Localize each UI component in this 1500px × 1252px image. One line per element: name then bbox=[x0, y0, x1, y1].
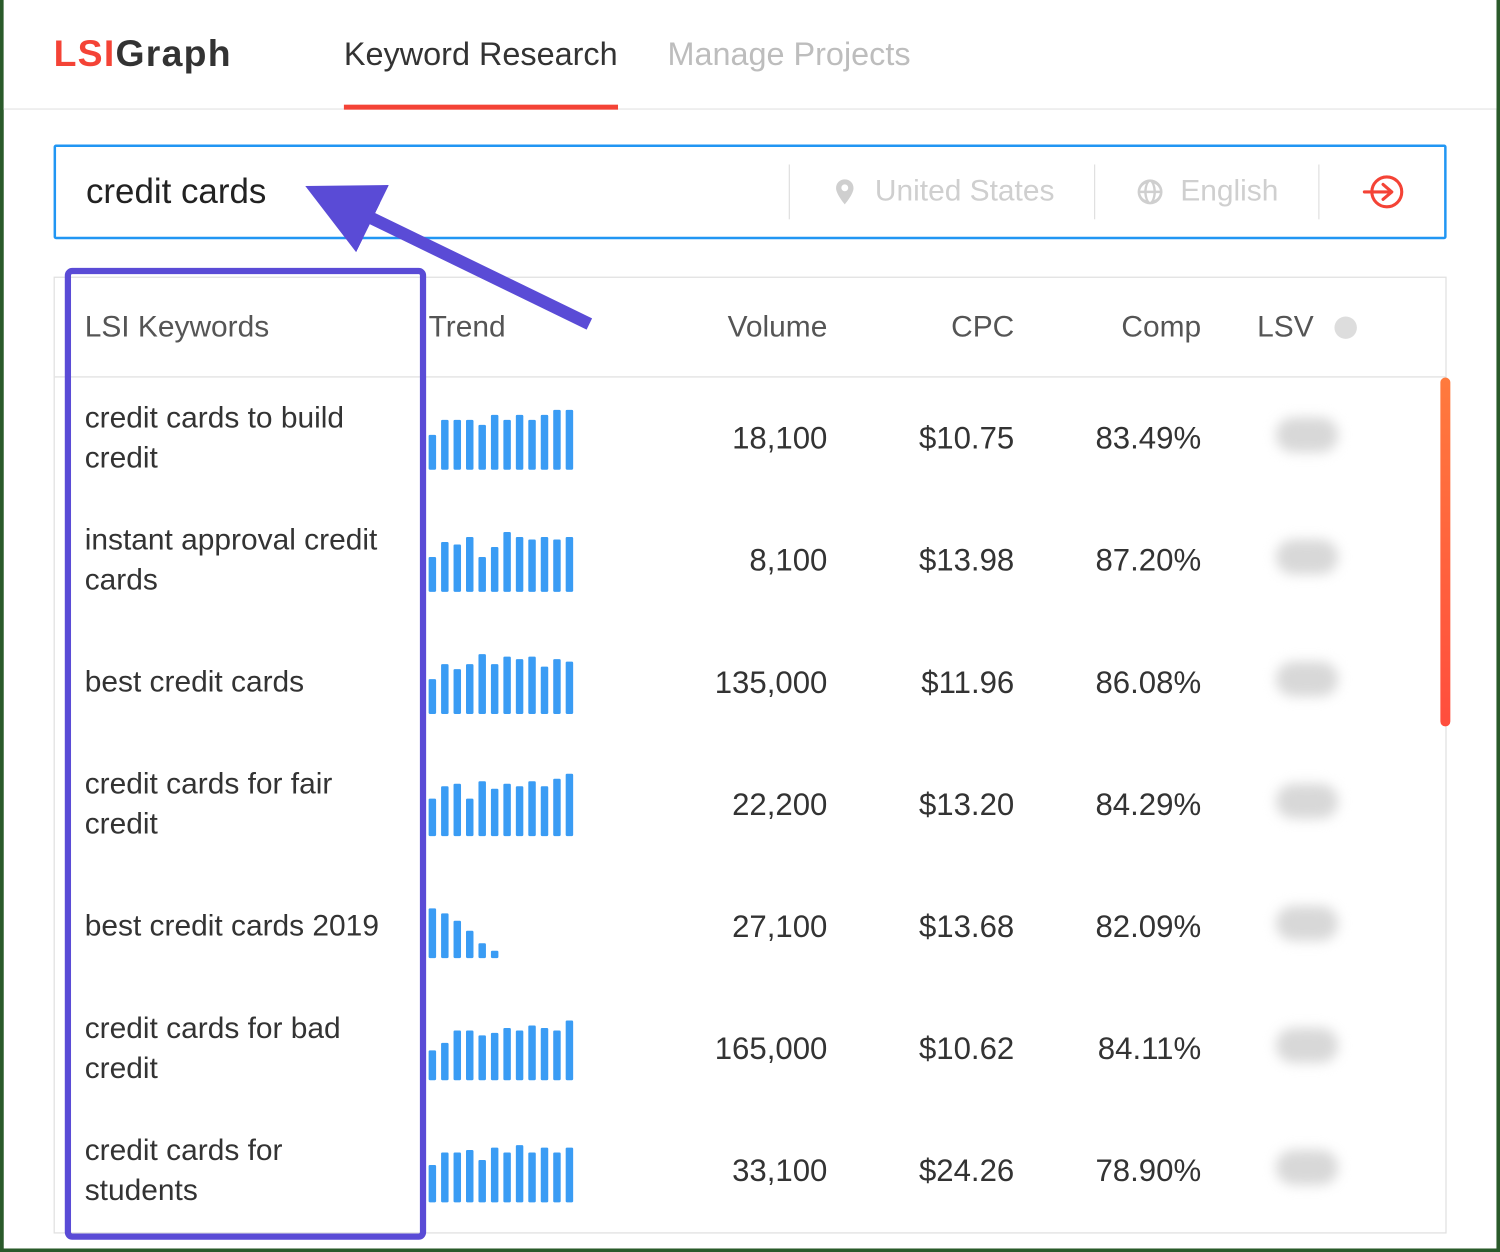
cpc-cell: $10.62 bbox=[852, 1031, 1039, 1067]
lsv-blurred-value bbox=[1276, 783, 1338, 818]
cpc-cell: $13.98 bbox=[852, 543, 1039, 579]
location-pin-icon bbox=[830, 177, 860, 207]
search-input[interactable]: credit cards bbox=[56, 147, 789, 237]
table-row[interactable]: credit cards for bad credit 165,000$10.62… bbox=[55, 988, 1446, 1110]
keyword-cell: credit cards for students bbox=[55, 1116, 429, 1227]
keyword-cell: best credit cards bbox=[55, 648, 429, 718]
trend-sparkline bbox=[429, 407, 641, 469]
table-row[interactable]: best credit cards 135,000$11.9686.08% bbox=[55, 622, 1446, 744]
app-header: LSIGraph Keyword Research Manage Projects bbox=[4, 0, 1497, 110]
lsv-cell bbox=[1226, 905, 1388, 949]
col-header-cpc[interactable]: CPC bbox=[852, 310, 1039, 345]
comp-cell: 84.29% bbox=[1039, 787, 1226, 823]
logo: LSIGraph bbox=[54, 33, 232, 75]
comp-cell: 86.08% bbox=[1039, 665, 1226, 701]
lsv-blurred-value bbox=[1276, 661, 1338, 696]
lsv-blurred-value bbox=[1276, 417, 1338, 452]
col-header-comp[interactable]: Comp bbox=[1039, 310, 1226, 345]
submit-arrow-icon bbox=[1359, 169, 1404, 214]
globe-icon bbox=[1135, 177, 1165, 207]
search-section: credit cards United States English bbox=[54, 145, 1447, 240]
col-header-trend[interactable]: Trend bbox=[429, 310, 641, 345]
scrollbar-thumb[interactable] bbox=[1440, 378, 1450, 727]
table-row[interactable]: credit cards for students 33,100$24.2678.… bbox=[55, 1110, 1446, 1232]
volume-cell: 8,100 bbox=[640, 543, 852, 579]
language-selector[interactable]: English bbox=[1096, 147, 1319, 237]
lsv-cell bbox=[1226, 1027, 1388, 1071]
tab-keyword-research[interactable]: Keyword Research bbox=[344, 0, 618, 108]
lsv-cell bbox=[1226, 783, 1388, 827]
lsv-cell bbox=[1226, 661, 1388, 705]
search-query-text: credit cards bbox=[86, 172, 266, 212]
keyword-cell: credit cards for fair credit bbox=[55, 750, 429, 861]
language-label: English bbox=[1180, 174, 1278, 209]
volume-cell: 22,200 bbox=[640, 787, 852, 823]
trend-sparkline bbox=[429, 774, 641, 836]
trend-sparkline bbox=[429, 1018, 641, 1080]
keyword-cell: credit cards for bad credit bbox=[55, 994, 429, 1105]
keyword-cell: instant approval credit cards bbox=[55, 505, 429, 616]
lsv-blurred-value bbox=[1276, 905, 1338, 940]
comp-cell: 82.09% bbox=[1039, 909, 1226, 945]
volume-cell: 18,100 bbox=[640, 421, 852, 457]
keyword-cell: best credit cards 2019 bbox=[55, 892, 429, 962]
lsv-blurred-value bbox=[1276, 1149, 1338, 1184]
lsv-blurred-value bbox=[1276, 539, 1338, 574]
country-selector[interactable]: United States bbox=[790, 147, 1094, 237]
table-row[interactable]: credit cards for fair credit 22,200$13.20… bbox=[55, 744, 1446, 866]
nav-tabs: Keyword Research Manage Projects bbox=[344, 0, 911, 108]
help-icon[interactable] bbox=[1334, 317, 1356, 339]
cpc-cell: $13.68 bbox=[852, 909, 1039, 945]
trend-sparkline bbox=[429, 652, 641, 714]
cpc-cell: $10.75 bbox=[852, 421, 1039, 457]
trend-sparkline bbox=[429, 1140, 641, 1202]
trend-sparkline bbox=[429, 530, 641, 592]
table-row[interactable]: credit cards to build credit 18,100$10.75… bbox=[55, 378, 1446, 500]
table-row[interactable]: instant approval credit cards 8,100$13.98… bbox=[55, 500, 1446, 622]
logo-part2: Graph bbox=[115, 33, 231, 74]
country-label: United States bbox=[875, 174, 1055, 209]
cpc-cell: $13.20 bbox=[852, 787, 1039, 823]
lsv-cell bbox=[1226, 1149, 1388, 1193]
tab-manage-projects[interactable]: Manage Projects bbox=[667, 0, 910, 108]
lsv-cell bbox=[1226, 417, 1388, 461]
volume-cell: 27,100 bbox=[640, 909, 852, 945]
col-header-lsv-label: LSV bbox=[1257, 310, 1314, 344]
table-header: LSI Keywords Trend Volume CPC Comp LSV bbox=[55, 278, 1446, 378]
cpc-cell: $24.26 bbox=[852, 1153, 1039, 1189]
comp-cell: 83.49% bbox=[1039, 421, 1226, 457]
cpc-cell: $11.96 bbox=[852, 665, 1039, 701]
volume-cell: 33,100 bbox=[640, 1153, 852, 1189]
trend-sparkline bbox=[429, 896, 641, 958]
table-body: credit cards to build credit 18,100$10.75… bbox=[55, 378, 1446, 1233]
keyword-cell: credit cards to build credit bbox=[55, 383, 429, 494]
comp-cell: 84.11% bbox=[1039, 1031, 1226, 1067]
col-header-volume[interactable]: Volume bbox=[640, 310, 852, 345]
col-header-lsv[interactable]: LSV bbox=[1226, 310, 1388, 345]
volume-cell: 165,000 bbox=[640, 1031, 852, 1067]
submit-button[interactable] bbox=[1320, 147, 1445, 237]
table-row[interactable]: best credit cards 2019 27,100$13.6882.09% bbox=[55, 866, 1446, 988]
comp-cell: 87.20% bbox=[1039, 543, 1226, 579]
search-bar: credit cards United States English bbox=[54, 145, 1447, 240]
lsv-blurred-value bbox=[1276, 1027, 1338, 1062]
results-table: LSI Keywords Trend Volume CPC Comp LSV c… bbox=[54, 277, 1447, 1234]
volume-cell: 135,000 bbox=[640, 665, 852, 701]
col-header-keywords[interactable]: LSI Keywords bbox=[55, 310, 429, 345]
comp-cell: 78.90% bbox=[1039, 1153, 1226, 1189]
logo-part1: LSI bbox=[54, 33, 116, 74]
lsv-cell bbox=[1226, 539, 1388, 583]
